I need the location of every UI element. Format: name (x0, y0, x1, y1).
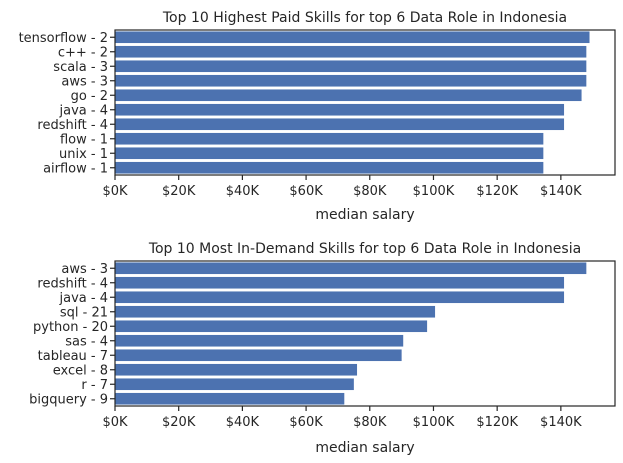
y-tick-label: r - 7 (81, 378, 108, 393)
bar (115, 147, 544, 160)
x-tick-label: $140K (540, 415, 582, 430)
y-tick-label: python - 20 (33, 320, 108, 335)
y-tick-label: tensorflow - 2 (19, 31, 108, 46)
bar (115, 132, 544, 145)
y-tick-label: scala - 3 (53, 60, 108, 75)
x-tick-label: $60K (289, 415, 323, 430)
y-tick-label: sas - 4 (65, 334, 108, 349)
x-tick-label: $20K (162, 184, 196, 199)
most-in-demand-skills-chart: Top 10 Most In-Demand Skills for top 6 D… (29, 241, 616, 456)
chart-title: Top 10 Highest Paid Skills for top 6 Dat… (162, 10, 567, 26)
y-tick-label: go - 2 (71, 89, 108, 104)
y-tick-label: airflow - 1 (43, 161, 108, 176)
y-tick-label: tableau - 7 (38, 349, 108, 364)
x-axis-label: median salary (315, 207, 414, 223)
x-axis-label: median salary (315, 440, 414, 456)
bar (115, 349, 402, 362)
bar (115, 103, 565, 116)
bar (115, 334, 404, 347)
bar (115, 392, 345, 405)
bar (115, 45, 587, 58)
bar (115, 305, 436, 318)
y-tick-label: aws - 3 (61, 262, 108, 277)
x-tick-label: $40K (226, 415, 260, 430)
plot-frame (114, 260, 616, 407)
bar (115, 378, 354, 391)
y-tick-label: java - 4 (59, 291, 108, 306)
x-tick-label: $20K (162, 415, 196, 430)
chart-title: Top 10 Most In-Demand Skills for top 6 D… (148, 241, 581, 257)
bar (115, 161, 544, 174)
x-tick-label: $140K (540, 184, 582, 199)
y-tick-label: unix - 1 (59, 147, 108, 162)
y-tick-label: redshift - 4 (37, 276, 108, 291)
top-paid-skills-chart: Top 10 Highest Paid Skills for top 6 Dat… (19, 10, 616, 223)
y-tick-label: bigquery - 9 (29, 392, 108, 407)
bar (115, 320, 428, 333)
x-tick-label: $0K (102, 184, 128, 199)
y-tick-label: c++ - 2 (58, 45, 108, 60)
plot-frame (114, 29, 616, 176)
bar (115, 89, 582, 102)
x-tick-label: $80K (353, 415, 387, 430)
y-tick-label: sql - 21 (60, 305, 108, 320)
x-tick-label: $100K (413, 184, 455, 199)
x-tick-label: $60K (289, 184, 323, 199)
bar (115, 118, 565, 131)
bar (115, 276, 565, 289)
bar (115, 31, 590, 44)
bar (115, 74, 587, 87)
bar (115, 291, 565, 304)
x-tick-label: $120K (476, 415, 518, 430)
x-tick-label: $0K (102, 415, 128, 430)
y-tick-label: aws - 3 (61, 74, 108, 89)
x-tick-label: $40K (226, 184, 260, 199)
bar (115, 60, 587, 73)
y-tick-label: java - 4 (59, 103, 108, 118)
y-tick-label: redshift - 4 (37, 118, 108, 133)
x-tick-label: $100K (413, 415, 455, 430)
y-tick-label: excel - 8 (53, 363, 108, 378)
x-tick-label: $120K (476, 184, 518, 199)
x-tick-label: $80K (353, 184, 387, 199)
y-tick-label: flow - 1 (60, 132, 108, 147)
bar (115, 363, 358, 376)
bar (115, 262, 587, 275)
